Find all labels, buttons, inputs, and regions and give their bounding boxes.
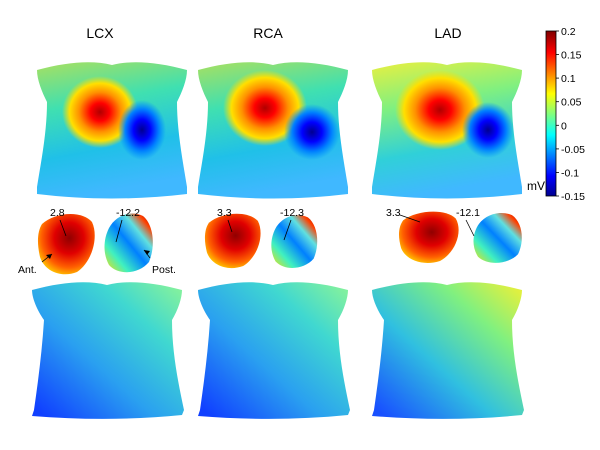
- min-label-lad: -12.1: [456, 207, 480, 219]
- colorbar-scale: [545, 30, 557, 197]
- top-torso-rca: [198, 62, 348, 199]
- bottom-torso-rca: [198, 282, 350, 419]
- colorbar-tick-label: 0: [561, 120, 567, 132]
- colorbar: 0.2 0.15 0.1 0.05 0 -0.05 -0.1 -0.15 mV: [527, 26, 585, 203]
- top-torso-lcx: [37, 62, 187, 199]
- max-label-lad: 3.3: [386, 207, 401, 219]
- colorbar-tick-label: -0.15: [561, 191, 585, 203]
- min-label-lcx: -12.2: [116, 207, 140, 219]
- column-title-rca: RCA: [253, 25, 283, 41]
- max-label-lcx: 2.8: [50, 207, 65, 219]
- colorbar-tick-label: 0.15: [561, 50, 582, 62]
- bottom-torso-lad: [372, 282, 524, 419]
- column-title-lad: LAD: [434, 25, 461, 41]
- colorbar-ticks: [556, 30, 559, 197]
- max-label-rca: 3.3: [217, 207, 232, 219]
- posterior-label: Post.: [152, 264, 176, 276]
- heart-annotation-arrows: [46, 250, 150, 259]
- colorbar-unit: mV: [527, 179, 545, 193]
- colorbar-tick-label: -0.05: [561, 144, 585, 156]
- column-titles: LCX RCA LAD: [86, 25, 461, 41]
- bottom-torso-lcx: [32, 282, 184, 419]
- hearts-lcx: [37, 213, 153, 275]
- min-label-rca: -12.3: [280, 207, 304, 219]
- hearts-rca: [204, 213, 318, 269]
- hearts-lad: [399, 211, 522, 263]
- colorbar-tick-label: 0.2: [561, 26, 576, 38]
- colorbar-tick-label: 0.1: [561, 73, 576, 85]
- anterior-label: Ant.: [18, 264, 37, 276]
- colorbar-tick-label: 0.05: [561, 97, 582, 109]
- colorbar-tick-label: -0.1: [561, 167, 579, 179]
- column-title-lcx: LCX: [86, 25, 114, 41]
- top-torso-lad: [372, 62, 522, 199]
